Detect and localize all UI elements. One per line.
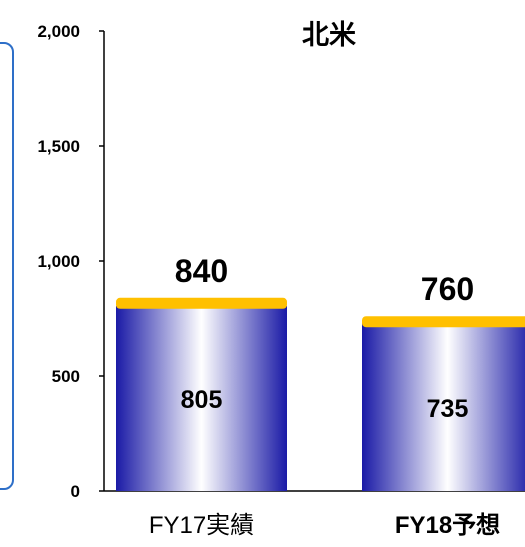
bar-1-base — [116, 305, 287, 491]
bar-2-base — [362, 321, 525, 491]
bar-1-value-label: 805 — [181, 386, 223, 414]
x-axis-labels: FY17実績 FY18予想 — [149, 512, 500, 539]
bar-2-total-label: 760 — [421, 271, 474, 307]
chart-title: 北米 — [302, 20, 356, 50]
y-tick-label: 500 — [52, 367, 80, 386]
bars: 805 840 735 760 — [116, 253, 525, 491]
y-tick-label: 2,000 — [37, 22, 80, 41]
bar-2-value-label: 735 — [427, 395, 469, 423]
x-category-label: FY18予想 — [395, 512, 500, 539]
bar-2-cap — [362, 316, 525, 328]
bar-1-cap — [116, 297, 287, 309]
y-axis-ticks: 2,000 1,500 1,000 500 0 — [37, 22, 104, 501]
y-tick-label: 0 — [71, 482, 80, 501]
y-tick-label: 1,000 — [37, 252, 80, 271]
bar-1-total-label: 840 — [175, 253, 228, 289]
x-category-label: FY17実績 — [149, 512, 254, 539]
y-tick-label: 1,500 — [37, 137, 80, 156]
left-frame-border — [0, 42, 14, 490]
